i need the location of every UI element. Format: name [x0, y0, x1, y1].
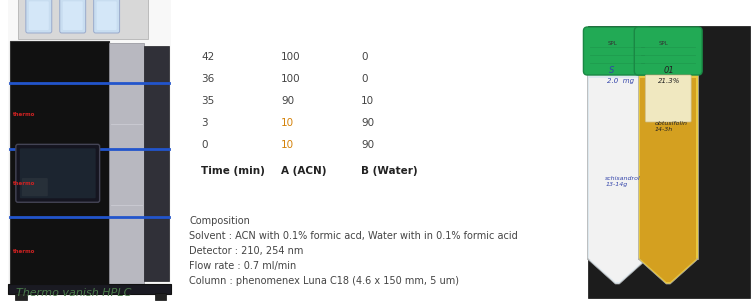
- Text: Column : phenomenex Luna C18 (4.6 x 150 mm, 5 um): Column : phenomenex Luna C18 (4.6 x 150 …: [190, 276, 460, 286]
- Text: 10: 10: [281, 140, 294, 150]
- FancyBboxPatch shape: [97, 2, 116, 30]
- Text: 01: 01: [663, 66, 674, 75]
- FancyBboxPatch shape: [26, 0, 51, 33]
- Bar: [109, 43, 144, 284]
- Bar: [144, 46, 169, 281]
- FancyBboxPatch shape: [63, 2, 82, 30]
- Text: SPL: SPL: [608, 41, 617, 46]
- Text: 35: 35: [201, 96, 215, 106]
- Text: 36: 36: [201, 74, 215, 84]
- Text: thermo: thermo: [13, 181, 36, 186]
- Bar: [10, 41, 109, 286]
- Text: obtusifolin
14-3h: obtusifolin 14-3h: [654, 121, 687, 132]
- FancyBboxPatch shape: [646, 75, 691, 122]
- Text: 100: 100: [281, 52, 301, 62]
- Text: Thermo vanish HPLC: Thermo vanish HPLC: [16, 288, 132, 298]
- Text: 90: 90: [361, 118, 374, 128]
- Text: thermo: thermo: [13, 112, 36, 117]
- Bar: [638, 68, 698, 259]
- Bar: [588, 26, 750, 298]
- Bar: [15, 293, 26, 300]
- Text: 0: 0: [201, 140, 208, 150]
- Text: 90: 90: [361, 140, 374, 150]
- Text: Solvent : ACN with 0.1% formic acd, Water with in 0.1% formic acid: Solvent : ACN with 0.1% formic acd, Wate…: [190, 231, 518, 241]
- FancyBboxPatch shape: [22, 178, 48, 196]
- Text: 3: 3: [201, 118, 208, 128]
- Text: 42: 42: [201, 52, 215, 62]
- Bar: [18, 0, 147, 39]
- Bar: [154, 293, 166, 300]
- Text: Composition: Composition: [190, 216, 250, 226]
- Text: 100: 100: [281, 74, 301, 84]
- FancyBboxPatch shape: [60, 0, 85, 33]
- FancyBboxPatch shape: [20, 148, 96, 198]
- Text: thermo: thermo: [13, 249, 36, 254]
- Text: 10: 10: [361, 96, 374, 106]
- Polygon shape: [590, 259, 646, 282]
- FancyBboxPatch shape: [634, 27, 702, 75]
- Bar: [590, 78, 646, 259]
- Polygon shape: [640, 259, 696, 282]
- Bar: [587, 68, 647, 259]
- Text: 0: 0: [361, 74, 367, 84]
- Text: 21.3%: 21.3%: [658, 78, 680, 84]
- Text: 10: 10: [281, 118, 294, 128]
- FancyBboxPatch shape: [94, 0, 119, 33]
- Text: 90: 90: [281, 96, 294, 106]
- Bar: [8, 284, 172, 294]
- FancyBboxPatch shape: [16, 144, 100, 202]
- Text: 2.0  mg: 2.0 mg: [607, 78, 634, 84]
- Bar: [640, 78, 696, 259]
- Text: S: S: [609, 66, 615, 75]
- Text: schisandrol
13-14g: schisandrol 13-14g: [606, 176, 641, 187]
- Bar: [8, 0, 172, 291]
- Text: Time (min): Time (min): [201, 166, 265, 176]
- Text: SPL: SPL: [658, 41, 668, 46]
- Polygon shape: [587, 259, 647, 284]
- Polygon shape: [638, 259, 698, 284]
- Text: Flow rate : 0.7 ml/min: Flow rate : 0.7 ml/min: [190, 261, 296, 271]
- Text: 0: 0: [361, 52, 367, 62]
- Text: Detector : 210, 254 nm: Detector : 210, 254 nm: [190, 246, 304, 256]
- Text: B (Water): B (Water): [361, 166, 417, 176]
- FancyBboxPatch shape: [29, 2, 49, 30]
- Text: A (ACN): A (ACN): [281, 166, 327, 176]
- FancyBboxPatch shape: [584, 27, 651, 75]
